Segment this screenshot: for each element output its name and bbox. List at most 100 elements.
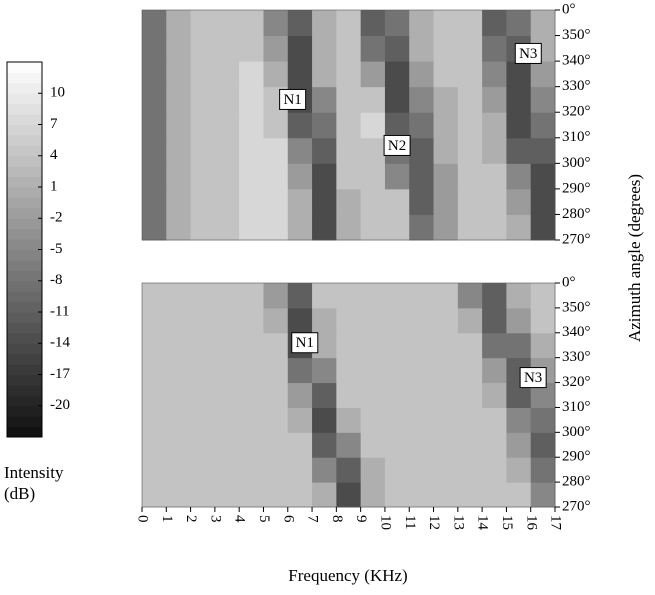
heatmap-cell bbox=[433, 407, 459, 433]
heatmap-cell bbox=[506, 137, 532, 164]
heatmap-cell bbox=[384, 332, 410, 359]
x-tick-label: 15 bbox=[499, 515, 515, 530]
x-tick-label: 16 bbox=[523, 515, 539, 531]
heatmap-cell bbox=[214, 283, 240, 309]
x-tick-label: 1 bbox=[159, 515, 175, 523]
heatmap-cell bbox=[336, 35, 362, 62]
heatmap-cell bbox=[190, 382, 216, 408]
heatmap-cell bbox=[142, 357, 167, 384]
heatmap-cell bbox=[312, 307, 337, 334]
heatmap-cell bbox=[142, 482, 167, 508]
heatmap-cell bbox=[409, 35, 435, 62]
annotation-box bbox=[291, 332, 319, 354]
heatmap-cell bbox=[457, 61, 483, 88]
annotation-box bbox=[279, 88, 307, 110]
heatmap-cell bbox=[142, 35, 167, 62]
heatmap-cell bbox=[214, 137, 240, 164]
annotation: N2 bbox=[388, 138, 406, 154]
heatmap-cell bbox=[506, 482, 532, 508]
heatmap-cell bbox=[287, 214, 313, 241]
heatmap-cell bbox=[409, 432, 435, 458]
heatmap-cell bbox=[239, 432, 264, 458]
x-tick-label: 2 bbox=[183, 515, 199, 523]
y-axis-label: Azimuth angle (degrees) bbox=[625, 174, 644, 342]
heatmap-cell bbox=[530, 332, 556, 359]
x-tick-label: 11 bbox=[402, 515, 418, 529]
heatmap-cell bbox=[336, 10, 362, 37]
heatmap-cell bbox=[482, 283, 507, 309]
heatmap-cell bbox=[166, 457, 192, 483]
heatmap-cell bbox=[142, 307, 167, 334]
heatmap-cell bbox=[457, 382, 483, 408]
heatmap-cell bbox=[287, 407, 313, 433]
heatmap-cell bbox=[166, 307, 192, 334]
heatmap-cell bbox=[166, 382, 192, 408]
heatmap-cell bbox=[457, 86, 483, 113]
heatmap-cell bbox=[506, 10, 532, 37]
heatmap-cell bbox=[482, 112, 507, 139]
y-tick-label: 320° bbox=[562, 374, 591, 390]
colorbar-band bbox=[7, 93, 42, 105]
heatmap-cell bbox=[506, 61, 532, 88]
y-tick-label: 310° bbox=[562, 129, 591, 145]
heatmap-cell bbox=[336, 382, 362, 408]
heatmap-cell bbox=[409, 357, 435, 384]
heatmap-cell bbox=[166, 86, 192, 113]
heatmap-cell bbox=[409, 86, 435, 113]
colorbar-tick-label: -2 bbox=[50, 210, 63, 226]
heatmap-cell bbox=[142, 137, 167, 164]
heatmap-cell bbox=[190, 482, 216, 508]
heatmap-cell bbox=[360, 35, 386, 62]
heatmap-cell bbox=[142, 432, 167, 458]
y-tick-label: 0° bbox=[562, 1, 576, 17]
heatmap-cell bbox=[506, 188, 532, 215]
heatmap-cell bbox=[239, 61, 264, 88]
colorbar-band bbox=[7, 322, 42, 334]
heatmap-cell bbox=[433, 188, 459, 215]
heatmap-cell bbox=[360, 137, 386, 164]
heatmap-cell bbox=[287, 482, 313, 508]
colorbar-band bbox=[7, 259, 42, 271]
heatmap-cell bbox=[433, 357, 459, 384]
heatmap-cell bbox=[384, 188, 410, 215]
heatmap-cell bbox=[263, 307, 289, 334]
heatmap-cell bbox=[384, 163, 410, 190]
colorbar-band bbox=[7, 353, 42, 365]
heatmap-cell bbox=[190, 86, 216, 113]
colorbar-band bbox=[7, 187, 42, 198]
heatmap-cell bbox=[506, 112, 532, 139]
heatmap-cell bbox=[384, 61, 410, 88]
heatmap-cell bbox=[530, 188, 556, 215]
colorbar-band bbox=[7, 124, 42, 136]
heatmap-cell bbox=[457, 10, 483, 37]
heatmap-cell bbox=[312, 457, 337, 483]
y-tick-label: 340° bbox=[562, 324, 591, 340]
heatmap-cell bbox=[457, 432, 483, 458]
heatmap-cell bbox=[409, 163, 435, 190]
heatmap-cell bbox=[190, 35, 216, 62]
heatmap-cell bbox=[336, 214, 362, 241]
heatmap-cell bbox=[433, 482, 459, 508]
heatmap-cell bbox=[287, 61, 313, 88]
heatmap-cell bbox=[166, 357, 192, 384]
heatmap-cell bbox=[239, 307, 264, 334]
heatmap-cell bbox=[530, 407, 556, 433]
heatmap-cell bbox=[142, 112, 167, 139]
colorbar-tick-label: -20 bbox=[50, 397, 70, 413]
colorbar-band bbox=[7, 384, 42, 396]
colorbar-band bbox=[7, 239, 42, 250]
heatmap-cell bbox=[263, 10, 289, 37]
heatmap-cell bbox=[482, 407, 507, 433]
heatmap-cell bbox=[263, 163, 289, 190]
heatmap-cell bbox=[312, 137, 337, 164]
heatmap-cell bbox=[433, 35, 459, 62]
heatmap-cell bbox=[433, 61, 459, 88]
y-tick-label: 330° bbox=[562, 349, 591, 365]
heatmap-cell bbox=[457, 332, 483, 359]
heatmap-cell bbox=[336, 283, 362, 309]
heatmap-cell bbox=[336, 457, 362, 483]
heatmap-cell bbox=[384, 382, 410, 408]
heatmap-cell bbox=[312, 112, 337, 139]
heatmap-cell bbox=[190, 357, 216, 384]
heatmap-cell bbox=[287, 357, 313, 384]
